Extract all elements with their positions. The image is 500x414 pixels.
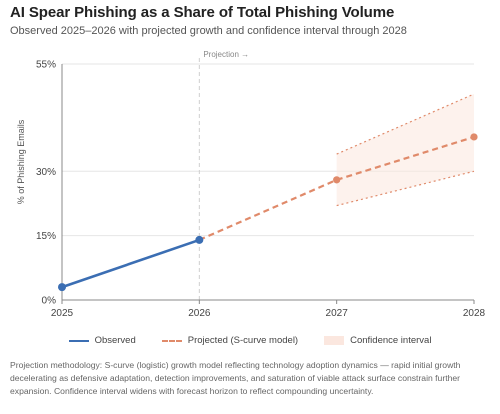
projected-series-line [198, 135, 475, 241]
legend-label-observed: Observed [94, 335, 136, 346]
legend-label-confidence: Confidence interval [350, 335, 432, 346]
projected-point [470, 133, 478, 141]
confidence-band [336, 94, 474, 206]
y-tick-label: 55% [36, 60, 56, 71]
y-tick-label: 0% [42, 296, 57, 307]
x-tick-label: 2028 [463, 308, 486, 319]
legend-item-confidence: Confidence interval [324, 335, 431, 346]
projection-annotation: Projection → [203, 50, 249, 59]
legend-swatch-confidence [324, 336, 345, 345]
x-tick-label: 2027 [326, 308, 349, 319]
legend-item-observed: Observed [68, 335, 136, 346]
chart-area: 0% 15% 30% 55% Projection → 2025 2026 2027 2028%… [16, 50, 486, 319]
methodology-note: Projection methodology: S-curve (logisti… [10, 360, 461, 396]
legend-swatch-observed [68, 339, 89, 342]
projected-point [333, 176, 341, 184]
y-tick-label: 15% [36, 231, 56, 242]
legend-label-projected: Projected (S-curve model) [187, 335, 299, 346]
x-tick-label: 2025 [51, 308, 74, 319]
x-tick-label: 2026 [188, 308, 211, 319]
legend: Observed Projected (S-curve model) Confi… [0, 335, 500, 346]
y-axis-label: % of Phishing Emails [16, 119, 26, 204]
y-tick-label: 30% [36, 167, 56, 178]
observed-series-line [61, 238, 200, 289]
chart-title: AI Spear Phishing as a Share of Total Ph… [10, 4, 395, 21]
observed-point [58, 283, 66, 292]
legend-swatch-projected [161, 339, 182, 342]
confidence-lower-line [336, 170, 475, 207]
observed-point [195, 235, 204, 244]
legend-item-projected: Projected (S-curve model) [161, 335, 299, 346]
chart-subtitle: Observed 2025–2026 with projected growth… [10, 25, 407, 37]
